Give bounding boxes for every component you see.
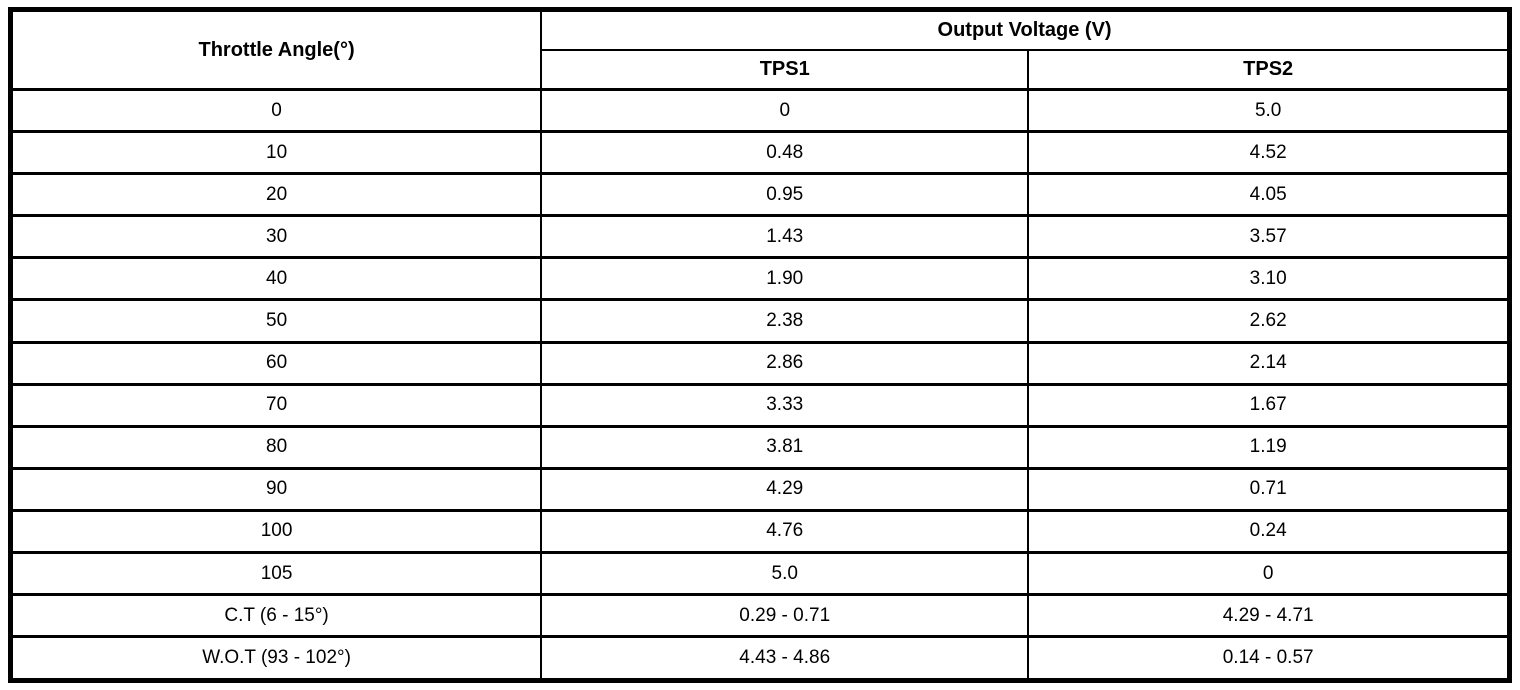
tps1-cell: 1.90	[540, 256, 1030, 302]
table-body: 0 0 5.0 10 0.48 4.52 20 0.95 4.05 30 1.4…	[9, 87, 1511, 682]
tps2-cell: 1.19	[1027, 424, 1511, 470]
tps2-cell: 4.29 - 4.71	[1027, 593, 1511, 639]
table-row: 105 5.0 0	[9, 551, 1511, 597]
table-row: 70 3.33 1.67	[9, 382, 1511, 428]
angle-cell: 80	[9, 424, 543, 470]
tps2-cell: 5.0	[1027, 87, 1511, 134]
tps2-cell: 3.57	[1027, 214, 1511, 260]
tps1-cell: 4.76	[540, 508, 1030, 555]
tps1-cell: 4.29	[540, 466, 1030, 512]
header-row-2: TPS1 TPS2	[11, 48, 1511, 91]
table-row: 30 1.43 3.57	[9, 214, 1511, 260]
tps1-cell: 0.29 - 0.71	[540, 593, 1030, 639]
angle-cell: 20	[9, 172, 543, 218]
table-row: 0 0 5.0	[9, 87, 1511, 134]
angle-cell: 50	[9, 298, 543, 344]
table-row: 50 2.38 2.62	[9, 298, 1511, 344]
header-row-1: Throttle Angle(°) Output Voltage (V)	[9, 8, 1511, 91]
tps1-cell: 2.38	[540, 298, 1030, 344]
tps1-cell: 2.86	[540, 340, 1030, 386]
tps2-cell: 4.05	[1027, 172, 1511, 218]
tps1-cell: 0	[540, 87, 1030, 134]
tps2-cell: 1.67	[1027, 382, 1511, 428]
angle-cell: 10	[9, 130, 543, 176]
tps2-cell: 0	[1027, 551, 1511, 597]
tps2-cell: 0.71	[1027, 466, 1511, 512]
throttle-angle-header: Throttle Angle(°)	[9, 8, 543, 91]
tps2-cell: 0.14 - 0.57	[1027, 635, 1511, 682]
tps2-header: TPS2	[1027, 48, 1511, 91]
table-row: 10 0.48 4.52	[9, 130, 1511, 176]
angle-cell: 90	[9, 466, 543, 512]
output-voltage-group-header: Output Voltage (V)	[540, 8, 1511, 51]
angle-cell: 0	[9, 87, 543, 134]
tps2-cell: 3.10	[1027, 256, 1511, 302]
tps1-cell: 3.81	[540, 424, 1030, 470]
angle-cell: 60	[9, 340, 543, 386]
tps2-cell: 0.24	[1027, 508, 1511, 555]
tps1-cell: 0.48	[540, 130, 1030, 176]
tps1-cell: 0.95	[540, 172, 1030, 218]
tps2-cell: 2.14	[1027, 340, 1511, 386]
tps1-header: TPS1	[540, 48, 1030, 91]
table-row: 100 4.76 0.24	[9, 508, 1511, 555]
tps1-cell: 3.33	[540, 382, 1030, 428]
table-header: Throttle Angle(°) Output Voltage (V) TPS…	[9, 8, 1511, 91]
angle-cell: W.O.T (93 - 102°)	[9, 635, 543, 682]
tps1-cell: 4.43 - 4.86	[540, 635, 1030, 682]
angle-cell: 70	[9, 382, 543, 428]
table-row: 40 1.90 3.10	[9, 256, 1511, 302]
table-row: 20 0.95 4.05	[9, 172, 1511, 218]
angle-cell: 40	[9, 256, 543, 302]
angle-cell: C.T (6 - 15°)	[9, 593, 543, 639]
angle-cell: 100	[9, 508, 543, 555]
tps2-cell: 4.52	[1027, 130, 1511, 176]
table-row: 80 3.81 1.19	[9, 424, 1511, 470]
table-row: 90 4.29 0.71	[9, 466, 1511, 512]
tps1-cell: 5.0	[540, 551, 1030, 597]
tps-voltage-table: Throttle Angle(°) Output Voltage (V) TPS…	[8, 7, 1512, 683]
angle-cell: 30	[9, 214, 543, 260]
angle-cell: 105	[9, 551, 543, 597]
table-row: W.O.T (93 - 102°) 4.43 - 4.86 0.14 - 0.5…	[9, 635, 1511, 682]
tps1-cell: 1.43	[540, 214, 1030, 260]
table-row: 60 2.86 2.14	[9, 340, 1511, 386]
table-row: C.T (6 - 15°) 0.29 - 0.71 4.29 - 4.71	[9, 593, 1511, 639]
tps2-cell: 2.62	[1027, 298, 1511, 344]
